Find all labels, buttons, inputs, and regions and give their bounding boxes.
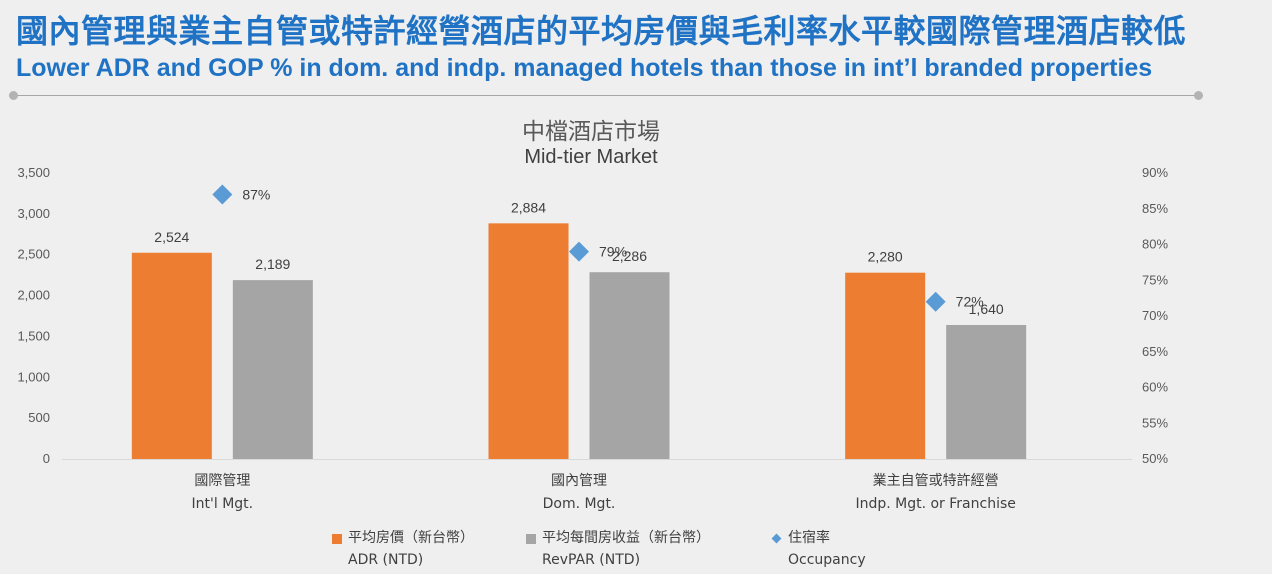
y-left-tick-label: 500 xyxy=(28,410,50,425)
adr-data-label: 2,884 xyxy=(511,199,546,215)
adr-bar xyxy=(845,272,926,459)
category-label-en: Indp. Mgt. or Franchise xyxy=(855,496,1015,512)
page-subtitle: Lower ADR and GOP % in dom. and indp. ma… xyxy=(16,54,1153,82)
adr-data-label: 2,280 xyxy=(868,249,903,265)
occupancy-data-label: 79% xyxy=(599,244,627,260)
y-right-tick-label: 60% xyxy=(1142,380,1168,395)
y-left-tick-label: 2,500 xyxy=(17,247,50,262)
y-left-tick-label: 1,000 xyxy=(17,369,50,384)
category-label-zh: 國際管理 xyxy=(194,473,250,489)
legend-revpar-swatch xyxy=(526,534,536,544)
y-right-tick-label: 85% xyxy=(1142,201,1168,216)
category-label-en: Dom. Mgt. xyxy=(543,496,616,512)
chart-title-en: Mid-tier Market xyxy=(524,146,658,168)
y-right-tick-label: 90% xyxy=(1142,165,1168,180)
adr-bar xyxy=(131,252,212,459)
revpar-bar xyxy=(232,280,313,459)
revpar-data-label: 1,640 xyxy=(969,301,1004,317)
revpar-data-label: 2,286 xyxy=(612,248,647,264)
category-label-en: Int'l Mgt. xyxy=(192,496,254,512)
occupancy-data-label: 87% xyxy=(242,186,270,202)
category-label-zh: 國內管理 xyxy=(551,473,607,489)
legend-revpar-label-en: RevPAR (NTD) xyxy=(542,552,641,568)
y-right-tick-label: 55% xyxy=(1142,415,1168,430)
legend-adr-swatch xyxy=(332,534,342,544)
revpar-bar xyxy=(946,324,1027,459)
occupancy-marker xyxy=(212,184,233,205)
divider-right-dot xyxy=(1194,91,1203,100)
y-right-tick-label: 70% xyxy=(1142,308,1168,323)
y-left-tick-label: 2,000 xyxy=(17,288,50,303)
legend-adr-label-en: ADR (NTD) xyxy=(348,552,424,568)
revpar-data-label: 2,189 xyxy=(255,256,290,272)
y-right-tick-label: 65% xyxy=(1142,344,1168,359)
y-right-tick-label: 75% xyxy=(1142,272,1168,287)
legend-occupancy-label-en: Occupancy xyxy=(788,552,866,568)
adr-data-label: 2,524 xyxy=(154,229,189,245)
y-right-tick-label: 50% xyxy=(1142,451,1168,466)
adr-bar xyxy=(488,223,569,459)
occupancy-marker xyxy=(569,241,589,262)
revpar-bar xyxy=(589,272,670,459)
y-left-tick-label: 3,000 xyxy=(17,206,50,221)
legend-occupancy-label-zh: 住宿率 xyxy=(788,530,830,546)
page-title: 國內管理與業主自管或特許經營酒店的平均房價與毛利率水平較國際管理酒店較低 xyxy=(16,12,1187,50)
occupancy-marker xyxy=(925,291,946,312)
chart-title-zh: 中檔酒店市場 xyxy=(522,119,660,145)
divider-left-dot xyxy=(9,91,18,100)
y-right-tick-label: 80% xyxy=(1142,237,1168,252)
occupancy-data-label: 72% xyxy=(956,294,984,310)
header-divider xyxy=(14,95,1199,96)
legend-adr-label-zh: 平均房價（新台幣） xyxy=(348,530,474,546)
y-left-tick-label: 3,500 xyxy=(17,165,50,180)
category-label-zh: 業主自管或特許經營 xyxy=(873,473,999,489)
y-left-tick-label: 1,500 xyxy=(17,328,50,343)
y-left-tick-label: 0 xyxy=(43,451,50,466)
legend-revpar-label-zh: 平均每間房收益（新台幣） xyxy=(542,530,710,546)
